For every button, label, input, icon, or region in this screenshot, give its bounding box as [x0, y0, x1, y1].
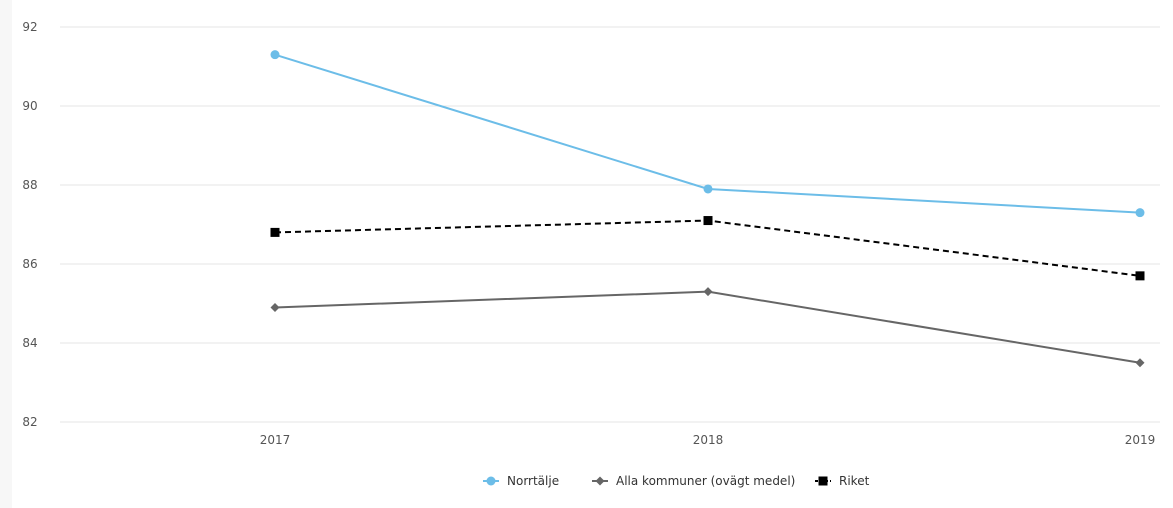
y-tick-label: 84 — [22, 336, 37, 350]
legend-label: Alla kommuner (ovägt medel) — [616, 474, 795, 488]
legend-item[interactable]: Alla kommuner (ovägt medel) — [592, 474, 795, 488]
data-point-marker — [270, 50, 280, 60]
data-point-marker — [703, 184, 713, 194]
y-tick-label: 86 — [22, 257, 37, 271]
data-point-marker — [270, 302, 280, 312]
series-0 — [270, 50, 1145, 218]
y-axis-tick-labels: 82 84 86 88 90 92 — [22, 20, 37, 429]
y-tick-label: 90 — [22, 99, 37, 113]
x-tick-label: 2017 — [260, 433, 291, 447]
data-point-marker — [1135, 271, 1145, 281]
legend-item[interactable]: Norrtälje — [483, 474, 559, 488]
legend-label: Norrtälje — [507, 474, 559, 488]
gridlines — [60, 26, 1160, 423]
data-point-marker — [1135, 208, 1145, 218]
legend-marker-icon — [486, 476, 496, 486]
legend-item[interactable]: Riket — [815, 474, 870, 488]
legend-marker-icon — [595, 476, 605, 486]
data-point-marker — [270, 227, 280, 237]
data-point-marker — [703, 216, 713, 226]
legend-label: Riket — [839, 474, 870, 488]
legend-marker-icon — [818, 476, 828, 486]
y-tick-label: 92 — [22, 20, 37, 34]
x-tick-label: 2018 — [693, 433, 724, 447]
x-axis-tick-labels: 2017 2018 2019 — [260, 433, 1156, 447]
series-lines — [270, 50, 1145, 368]
series-line — [274, 290, 1141, 364]
x-tick-label: 2019 — [1125, 433, 1156, 447]
legend[interactable]: Norrtälje Alla kommuner (ovägt medel) Rike… — [483, 474, 870, 488]
series-2 — [270, 216, 1145, 281]
data-point-marker — [1135, 358, 1145, 368]
y-tick-label: 88 — [22, 178, 37, 192]
series-line — [274, 219, 1141, 277]
y-tick-label: 82 — [22, 415, 37, 429]
data-point-marker — [703, 287, 713, 297]
series-1 — [270, 287, 1145, 368]
